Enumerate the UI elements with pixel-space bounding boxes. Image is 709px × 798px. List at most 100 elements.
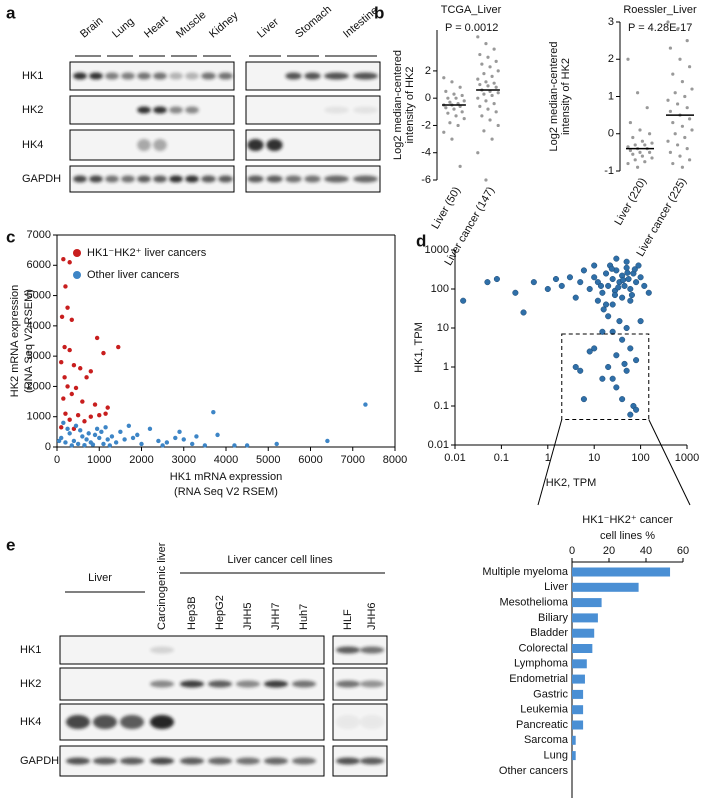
data-point [480, 114, 484, 118]
data-point [65, 426, 70, 432]
data-point [492, 81, 496, 85]
data-point [666, 139, 670, 143]
y-tick-label: 4000 [27, 320, 51, 332]
data-point [190, 441, 195, 447]
x-tick-label: 2000 [129, 454, 153, 466]
blot-band [153, 175, 167, 183]
data-point [97, 413, 102, 418]
data-point [671, 120, 675, 125]
category-label: Multiple myeloma [482, 566, 568, 578]
data-point [458, 85, 462, 89]
blot-band [285, 175, 302, 183]
bar [572, 659, 587, 669]
blot-box [69, 129, 235, 161]
data-point [599, 328, 606, 335]
data-point [648, 132, 652, 136]
chart-title: cell lines % [600, 530, 655, 542]
blot-band [324, 106, 349, 114]
data-point [637, 274, 644, 281]
data-point [611, 291, 618, 299]
data-point [490, 74, 494, 78]
blot-band [360, 757, 384, 765]
data-point [73, 423, 79, 428]
lane-label: Carcinogenic liver [156, 542, 168, 630]
data-point [613, 352, 620, 359]
blot-band [66, 757, 90, 765]
x-tick-label: 4000 [214, 454, 238, 466]
data-point [621, 360, 628, 367]
data-point [211, 409, 216, 415]
data-point [363, 402, 368, 407]
data-point [494, 110, 498, 114]
row-label: GAPDH [22, 173, 61, 185]
data-point [680, 80, 685, 84]
category-label: Mesothelioma [500, 597, 569, 609]
data-point [490, 93, 494, 98]
data-point [67, 347, 72, 353]
x-axis-label: HK1 mRNA expression [170, 471, 283, 483]
data-point [476, 77, 480, 81]
data-point [482, 72, 486, 76]
data-point [633, 357, 640, 364]
legend-marker [73, 271, 81, 279]
row-label: HK4 [22, 139, 43, 151]
data-point [633, 158, 637, 162]
panel-label: a [6, 3, 16, 22]
data-point [586, 285, 593, 293]
data-point [478, 52, 482, 57]
y-tick-label: 10 [437, 322, 449, 334]
data-point [126, 423, 132, 428]
blot-band [169, 106, 183, 114]
y-tick-label: 0 [425, 92, 431, 104]
data-point [494, 59, 498, 63]
blot-band [66, 715, 90, 729]
data-point [173, 435, 178, 441]
data-point [643, 160, 647, 164]
blot-band [89, 175, 103, 183]
category-label: Bladder [530, 627, 568, 639]
data-point [482, 92, 486, 96]
data-point [488, 65, 492, 69]
data-point [530, 279, 537, 286]
data-point [109, 434, 115, 439]
data-point [626, 145, 630, 149]
data-point [194, 434, 199, 439]
data-point [99, 429, 104, 435]
data-point [462, 99, 466, 103]
data-point [486, 55, 490, 59]
data-point [594, 297, 601, 304]
data-point [458, 164, 462, 168]
data-point [552, 275, 560, 283]
data-point [572, 363, 579, 371]
blot-band [150, 646, 174, 654]
blot-band [150, 715, 174, 729]
data-point [454, 96, 458, 100]
data-point [616, 318, 623, 325]
data-point [623, 367, 630, 374]
data-point [637, 318, 644, 325]
data-point [490, 137, 494, 141]
data-point [608, 265, 615, 272]
data-point [683, 94, 687, 99]
y-axis-label: Log2 median-centered [392, 50, 404, 160]
blot-band [105, 175, 119, 183]
blot-band [201, 72, 216, 80]
data-point [484, 42, 488, 46]
x-axis-label: (RNA Seq V2 RSEM) [174, 486, 278, 498]
blot-band [247, 175, 264, 183]
connector [648, 419, 691, 506]
data-point [609, 301, 616, 308]
data-point [640, 154, 645, 158]
category-label: Other cancers [499, 765, 569, 777]
blot-band [353, 72, 378, 80]
blot-band [218, 175, 233, 183]
data-point [580, 267, 587, 274]
group-label: Liver [88, 572, 112, 584]
blot-band [185, 175, 199, 183]
panel-label: e [6, 535, 15, 554]
blot-band [236, 757, 260, 765]
data-point [643, 143, 647, 147]
data-point [84, 375, 89, 380]
data-point [94, 426, 100, 432]
data-point [688, 117, 692, 121]
